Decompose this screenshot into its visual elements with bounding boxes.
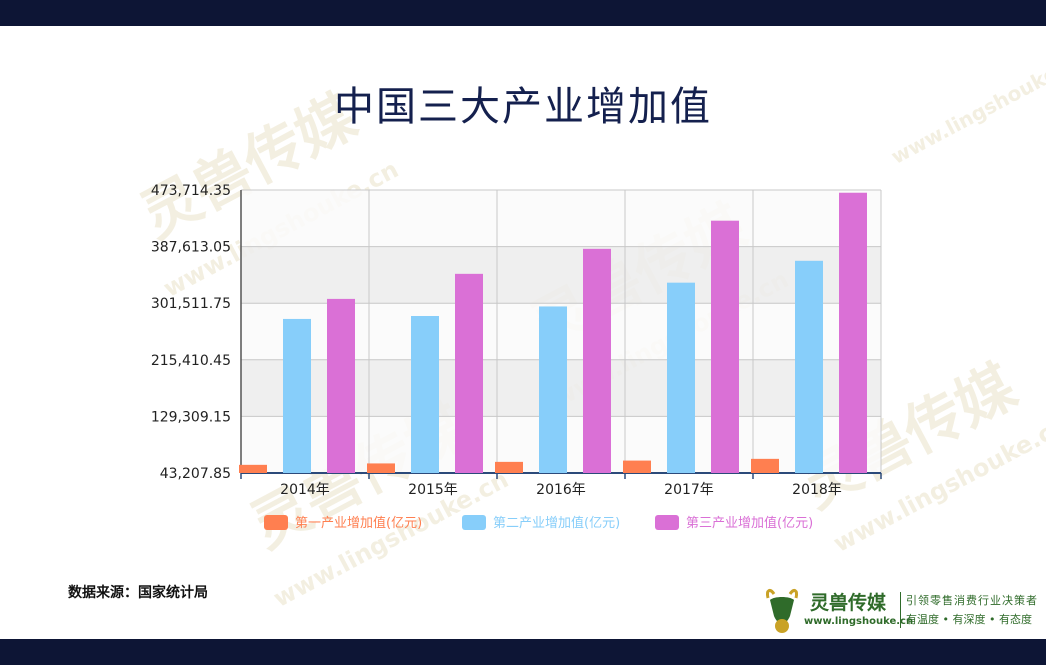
top-frame-bar xyxy=(0,0,1046,26)
x-tick-label: 2015年 xyxy=(408,482,458,498)
bar xyxy=(327,298,355,473)
bar xyxy=(455,273,483,473)
logo-divider xyxy=(900,592,901,628)
bar xyxy=(711,220,739,473)
legend-label: 第二产业增加值(亿元) xyxy=(493,515,620,531)
legend-swatch xyxy=(462,515,486,530)
y-tick-label: 129,309.15 xyxy=(151,409,231,425)
y-tick-label: 301,511.75 xyxy=(151,296,231,312)
bar xyxy=(583,248,611,473)
x-tick-label: 2014年 xyxy=(280,482,330,498)
bar xyxy=(839,192,867,473)
bar xyxy=(751,458,779,473)
brand-logo: 灵兽传媒 www.lingshouke.cn 引领零售消费行业决策者 有温度 •… xyxy=(760,586,1045,636)
y-tick-label: 215,410.45 xyxy=(151,353,231,369)
bar xyxy=(495,461,523,473)
bar xyxy=(411,316,439,473)
bar-chart: 43,207.85 129,309.15 215,410.45 301,511.75 3… xyxy=(151,183,882,531)
legend-swatch xyxy=(655,515,679,530)
bar xyxy=(239,464,267,473)
logo-tagline: 有温度 • 有深度 • 有态度 xyxy=(906,613,1032,626)
y-tick-label: 387,613.05 xyxy=(151,240,231,256)
bar xyxy=(623,460,651,473)
bottom-frame-bar xyxy=(0,639,1046,665)
page-title: 中国三大产业增加值 xyxy=(334,84,712,130)
bar xyxy=(667,282,695,473)
x-tick-label: 2018年 xyxy=(792,482,842,498)
plot-band xyxy=(241,246,881,304)
y-tick-label: 43,207.85 xyxy=(160,466,231,482)
data-source: 数据来源：国家统计局 xyxy=(68,585,208,601)
x-tick-label: 2017年 xyxy=(664,482,714,498)
logo-url: www.lingshouke.cn xyxy=(804,616,914,627)
x-tick-label: 2016年 xyxy=(536,482,586,498)
legend-swatch xyxy=(264,515,288,530)
deer-logo-icon xyxy=(766,589,798,633)
logo-name: 灵兽传媒 xyxy=(810,592,887,614)
bar xyxy=(283,318,311,473)
legend-label: 第三产业增加值(亿元) xyxy=(686,515,813,531)
bar xyxy=(539,306,567,473)
bar xyxy=(795,260,823,473)
y-tick-label: 473,714.35 xyxy=(151,183,231,199)
bar xyxy=(367,463,395,473)
logo-slogan: 引领零售消费行业决策者 xyxy=(906,594,1038,607)
legend-label: 第一产业增加值(亿元) xyxy=(295,515,422,531)
plot-band xyxy=(241,190,881,247)
